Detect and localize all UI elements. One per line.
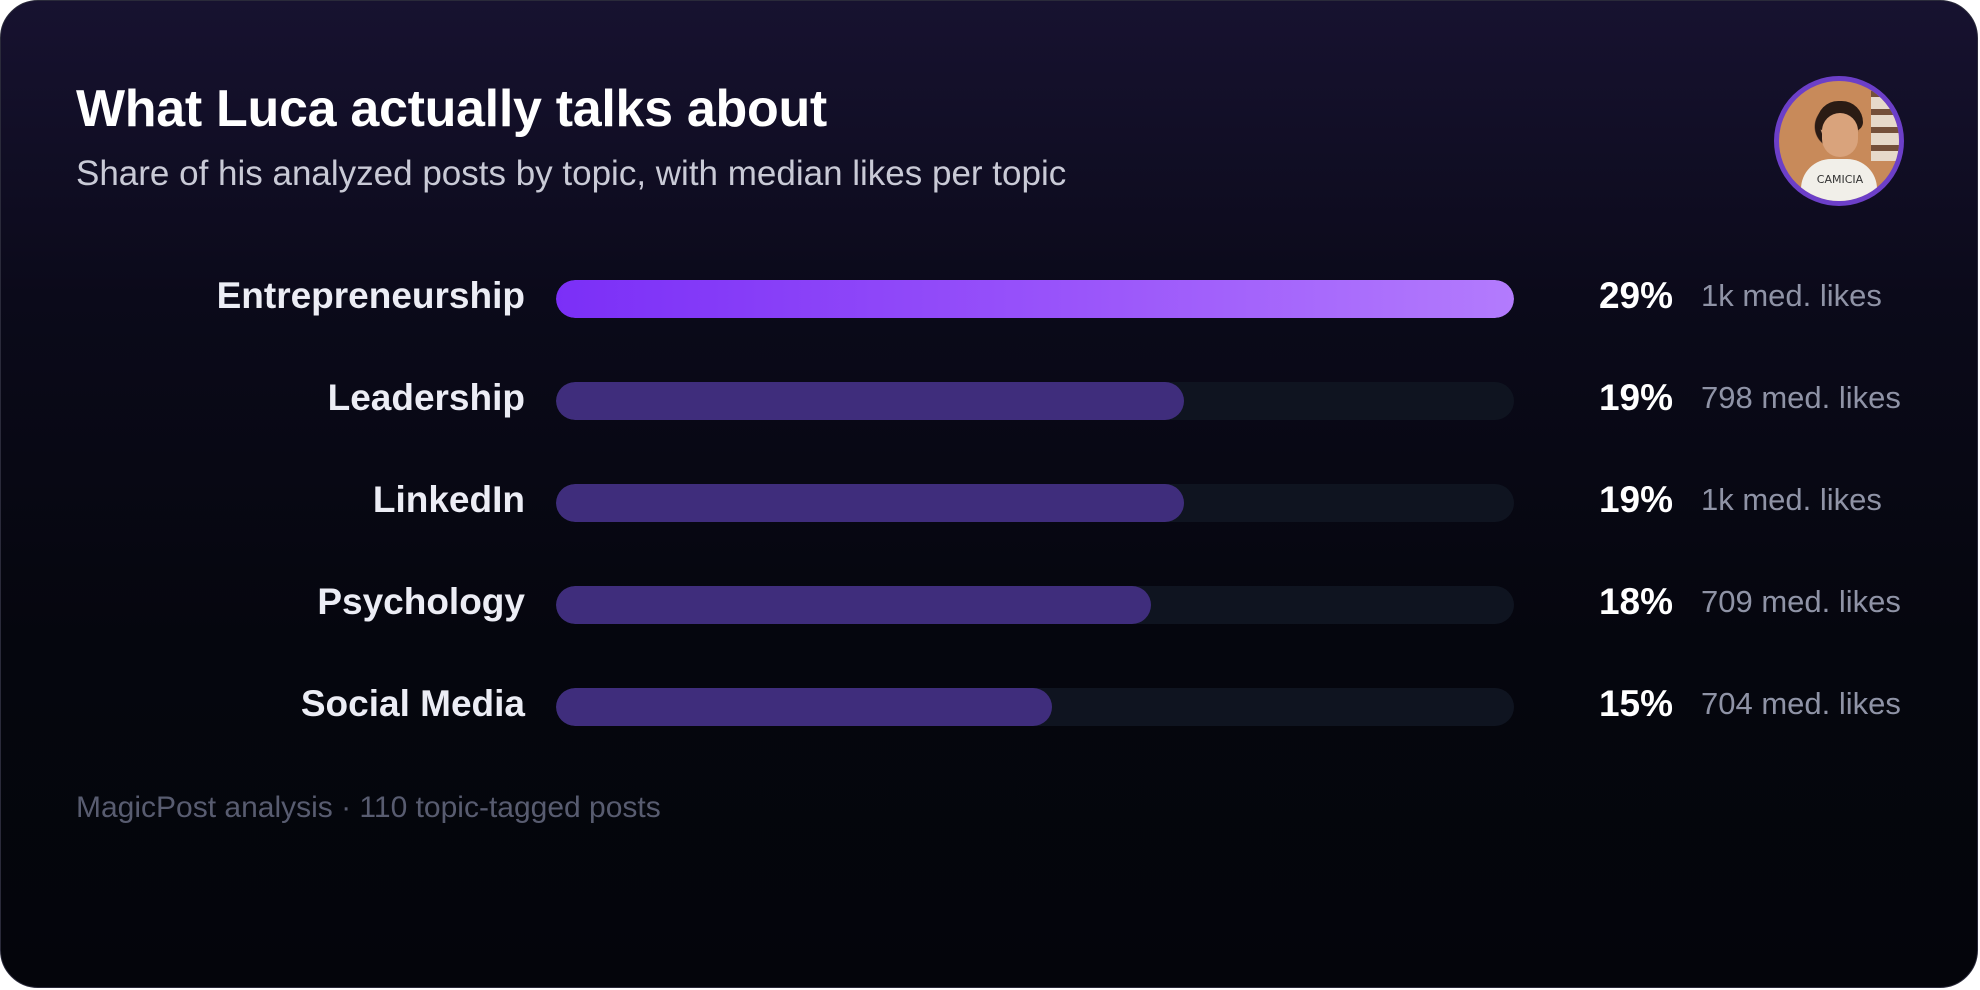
median-likes-label: 1k med. likes bbox=[1701, 278, 1882, 313]
category-label: Social Media bbox=[300, 683, 525, 724]
median-likes-label: 709 med. likes bbox=[1701, 584, 1901, 619]
value-label: 15% bbox=[1598, 683, 1673, 724]
median-likes: 709 med. likes bbox=[1701, 572, 1921, 632]
bar-row: Entrepreneurship 29% 1k med. likes bbox=[1, 266, 1977, 326]
category-label: Entrepreneurship bbox=[216, 275, 525, 316]
median-likes-label: 704 med. likes bbox=[1701, 686, 1901, 721]
bar-row: LinkedIn 19% 1k med. likes bbox=[1, 470, 1977, 530]
chart-footer: MagicPost analysis · 110 topic-tagged po… bbox=[76, 791, 661, 824]
avatar-face bbox=[1822, 113, 1858, 157]
bar-row: Leadership 19% 798 med. likes bbox=[1, 368, 1977, 428]
bar-track bbox=[556, 688, 1514, 726]
bar-row: Social Media 15% 704 med. likes bbox=[1, 674, 1977, 734]
median-likes-label: 1k med. likes bbox=[1701, 482, 1882, 517]
value-label: 29% bbox=[1598, 275, 1673, 316]
avatar-bookshelf bbox=[1871, 91, 1899, 161]
bar-track bbox=[556, 280, 1514, 318]
bar bbox=[556, 586, 1151, 624]
bar-track bbox=[556, 586, 1514, 624]
avatar: CAMICIA bbox=[1774, 76, 1904, 206]
value-label: 18% bbox=[1598, 581, 1673, 622]
median-likes: 704 med. likes bbox=[1701, 674, 1921, 734]
bar bbox=[556, 382, 1184, 420]
bar bbox=[556, 280, 1514, 318]
median-likes: 798 med. likes bbox=[1701, 368, 1921, 428]
median-likes: 1k med. likes bbox=[1701, 266, 1921, 326]
chart-subtitle: Share of his analyzed posts by topic, wi… bbox=[76, 154, 1067, 193]
bar bbox=[556, 484, 1184, 522]
bar-row: Psychology 18% 709 med. likes bbox=[1, 572, 1977, 632]
category-label: LinkedIn bbox=[372, 479, 525, 520]
median-likes-label: 798 med. likes bbox=[1701, 380, 1901, 415]
avatar-shirt-text: CAMICIA bbox=[1816, 173, 1864, 186]
value-label: 19% bbox=[1598, 479, 1673, 520]
avatar-shirt bbox=[1801, 159, 1877, 201]
chart-title: What Luca actually talks about bbox=[76, 80, 827, 138]
bar-track bbox=[556, 382, 1514, 420]
median-likes: 1k med. likes bbox=[1701, 470, 1921, 530]
bar-track bbox=[556, 484, 1514, 522]
category-label: Psychology bbox=[317, 581, 525, 622]
category-label: Leadership bbox=[327, 377, 525, 418]
bar bbox=[556, 688, 1052, 726]
value-label: 19% bbox=[1598, 377, 1673, 418]
